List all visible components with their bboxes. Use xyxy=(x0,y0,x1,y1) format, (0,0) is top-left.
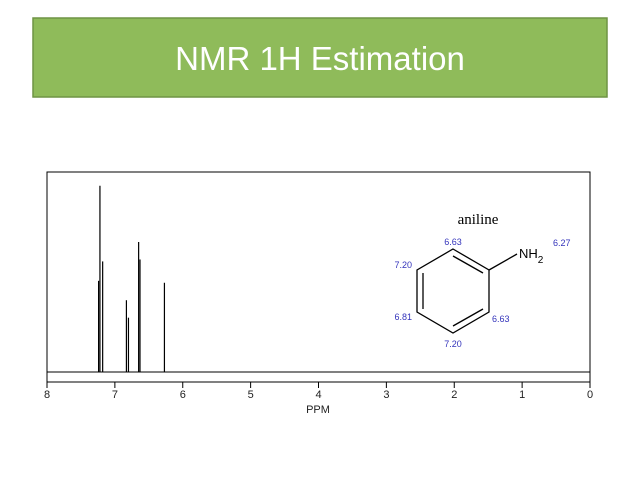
x-tick-label: 2 xyxy=(451,389,457,401)
x-axis-label: PPM xyxy=(306,404,330,416)
x-tick-label: 8 xyxy=(44,389,50,401)
x-tick-label: 5 xyxy=(248,389,254,401)
shift-label: 7.20 xyxy=(394,260,412,270)
x-tick-label: 6 xyxy=(180,389,186,401)
amino-text: NH xyxy=(519,246,538,261)
shift-label: 7.20 xyxy=(444,339,462,349)
x-tick-label: 1 xyxy=(519,389,525,401)
title-banner xyxy=(32,17,608,98)
amino-group: NH2 xyxy=(519,246,544,266)
x-tick-label: 0 xyxy=(587,389,593,401)
shift-label: 6.63 xyxy=(492,314,510,324)
slide-title: NMR 1H Estimation xyxy=(175,40,465,77)
shift-label: 6.27 xyxy=(553,238,571,248)
amino-subscript: 2 xyxy=(538,255,544,266)
x-tick-label: 7 xyxy=(112,389,118,401)
shift-label: 6.63 xyxy=(444,237,462,247)
x-tick-label: 4 xyxy=(315,389,321,401)
shift-label: 6.81 xyxy=(394,312,412,322)
x-tick-label: 3 xyxy=(383,389,389,401)
benzene-ring xyxy=(416,248,518,334)
molecule-name: aniline xyxy=(458,212,499,228)
